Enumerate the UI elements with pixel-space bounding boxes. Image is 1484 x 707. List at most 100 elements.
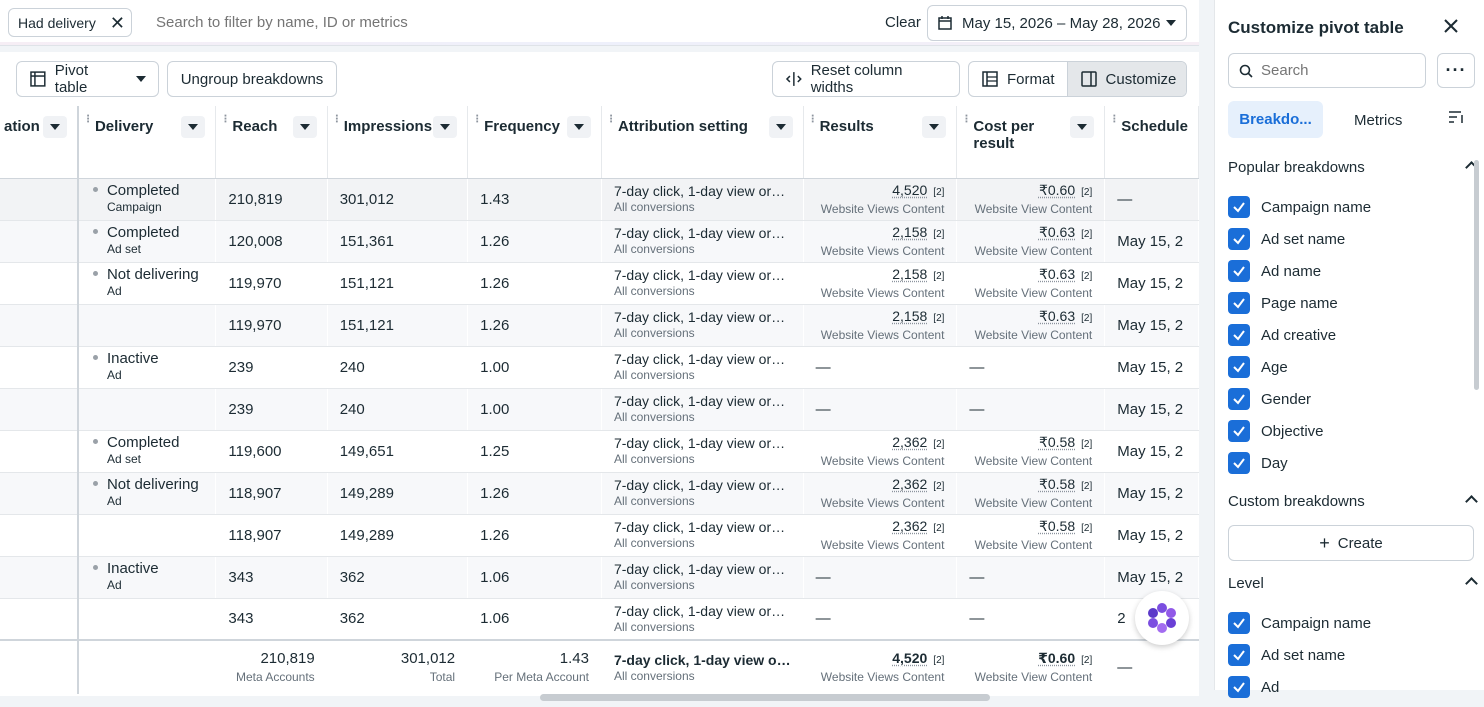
checkbox-checked-icon[interactable] [1228,420,1250,442]
checkbox-checked-icon[interactable] [1228,676,1250,698]
breakdown-checkbox[interactable]: Ad name [1228,260,1321,282]
close-icon[interactable] [1441,16,1461,36]
drag-handle-icon[interactable]: ⋮ [220,114,231,125]
pivot-table-button[interactable]: Pivot table [16,61,159,97]
customize-button[interactable]: Customize [1066,62,1186,96]
column-header[interactable]: ⋮ Attribution setting [601,106,804,179]
cost-value[interactable]: ₹0.58 [1038,475,1076,492]
column-header[interactable]: ⋮ Impressions [327,106,469,179]
cost-value[interactable]: ₹0.63 [1038,223,1076,240]
tab-metrics[interactable]: Metrics [1354,112,1403,129]
column-header[interactable]: ⋮ Cost per result [956,106,1106,179]
column-menu-button[interactable] [922,116,947,138]
checkbox-checked-icon[interactable] [1228,196,1250,218]
column-header[interactable]: ⋮ Frequency [467,106,602,179]
checkbox-checked-icon[interactable] [1228,260,1250,282]
custom-breakdowns-header[interactable]: Custom breakdowns [1228,493,1478,510]
create-breakdown-button[interactable]: + Create [1228,525,1474,561]
panel-search-box[interactable] [1228,53,1426,88]
table-row[interactable]: 343 362 1.06 7-day click, 1-day view or… All… [0,598,1199,641]
more-options-button[interactable]: ··· [1437,53,1475,88]
drag-handle-icon[interactable]: ⋮ [82,114,93,125]
total-cost[interactable]: ₹0.60 [1038,650,1076,666]
cost-value[interactable]: ₹0.63 [1038,307,1076,324]
checkbox-checked-icon[interactable] [1228,612,1250,634]
results-value[interactable]: 4,520 [892,181,928,198]
column-header[interactable]: ⋮ Results [803,106,958,179]
clear-button[interactable]: Clear [885,14,921,31]
checkbox-checked-icon[interactable] [1228,644,1250,666]
filter-chip[interactable]: Had delivery ✕ [8,8,132,37]
breakdown-checkbox[interactable]: Day [1228,452,1288,474]
breakdown-checkbox[interactable]: Campaign name [1228,196,1371,218]
column-header[interactable]: ⋮ Reach [215,106,328,179]
column-header[interactable]: ation [0,106,79,179]
checkbox-checked-icon[interactable] [1228,388,1250,410]
filter-search-input[interactable] [156,14,756,31]
breakdown-checkbox[interactable]: Ad set name [1228,644,1345,666]
cost-value[interactable]: ₹0.63 [1038,265,1076,282]
breakdown-checkbox[interactable]: Ad set name [1228,228,1345,250]
tab-breakdowns[interactable]: Breakdo... [1228,101,1323,138]
panel-scrollbar[interactable] [1474,160,1479,390]
checkbox-checked-icon[interactable] [1228,324,1250,346]
drag-handle-icon[interactable]: ⋮ [961,114,972,125]
ungroup-breakdowns-button[interactable]: Ungroup breakdowns [167,61,337,97]
table-row[interactable]: Not delivering Ad 118,907 149,289 1.26 7-day … [0,472,1199,515]
table-row[interactable]: 239 240 1.00 7-day click, 1-day view or… All… [0,388,1199,431]
checkbox-checked-icon[interactable] [1228,292,1250,314]
table-row[interactable]: Inactive Ad 343 362 1.06 7-day click, 1-day v… [0,556,1199,599]
column-header[interactable]: ⋮ Delivery [77,106,217,179]
table-row[interactable]: 118,907 149,289 1.26 7-day click, 1-day vie… [0,514,1199,557]
column-menu-button[interactable] [433,116,458,138]
breakdown-checkbox[interactable]: Ad creative [1228,324,1336,346]
reset-column-widths-button[interactable]: Reset column widths [772,61,960,97]
assistant-button[interactable] [1135,591,1189,645]
total-results[interactable]: 4,520 [892,650,928,666]
breakdown-checkbox[interactable]: Page name [1228,292,1338,314]
drag-handle-icon[interactable]: ⋮ [331,114,342,125]
column-menu-button[interactable] [42,116,67,138]
popular-breakdowns-header[interactable]: Popular breakdowns [1228,159,1478,176]
table-row[interactable]: Completed Ad set 119,600 149,651 1.25 7-day c… [0,430,1199,473]
breakdown-checkbox[interactable]: Ad [1228,676,1279,698]
checkbox-checked-icon[interactable] [1228,228,1250,250]
cost-value[interactable]: ₹0.60 [1038,181,1076,198]
column-menu-button[interactable] [1070,116,1095,138]
checkbox-checked-icon[interactable] [1228,356,1250,378]
checkbox-checked-icon[interactable] [1228,452,1250,474]
table-row[interactable]: Inactive Ad 239 240 1.00 7-day click, 1-day v… [0,346,1199,389]
breakdown-checkbox[interactable]: Age [1228,356,1288,378]
column-menu-button[interactable] [181,116,206,138]
cost-value[interactable]: ₹0.58 [1038,433,1076,450]
column-menu-button[interactable] [768,116,793,138]
cost-value[interactable]: ₹0.58 [1038,517,1076,534]
drag-handle-icon[interactable]: ⋮ [807,114,818,125]
results-value[interactable]: 2,158 [892,307,928,324]
date-range-button[interactable]: May 15, 2026 – May 28, 2026 [927,5,1187,41]
table-row[interactable]: Completed Ad set 120,008 151,361 1.26 7-day c… [0,220,1199,263]
breakdown-checkbox[interactable]: Objective [1228,420,1324,442]
breakdown-checkbox[interactable]: Campaign name [1228,612,1371,634]
table-row[interactable]: Not delivering Ad 119,970 151,121 1.26 7-day … [0,262,1199,305]
drag-handle-icon[interactable]: ⋮ [1109,114,1120,125]
results-value[interactable]: 2,362 [892,475,928,492]
results-value[interactable]: 2,158 [892,223,928,240]
column-header[interactable]: ⋮ Schedule [1104,106,1199,179]
table-row[interactable]: Completed Campaign 210,819 301,012 1.43 7-day… [0,178,1199,221]
column-menu-button[interactable] [292,116,317,138]
column-menu-button[interactable] [566,116,591,138]
results-value[interactable]: 2,158 [892,265,928,282]
format-button[interactable]: Format [969,62,1067,96]
drag-handle-icon[interactable]: ⋮ [472,114,483,125]
level-header[interactable]: Level [1228,575,1478,592]
results-value[interactable]: 2,362 [892,517,928,534]
remove-filter-icon[interactable]: ✕ [109,12,125,33]
horizontal-scrollbar[interactable] [540,694,990,701]
breakdown-checkbox[interactable]: Gender [1228,388,1311,410]
table-row[interactable]: 119,970 151,121 1.26 7-day click, 1-day vie… [0,304,1199,347]
sort-icon[interactable] [1447,108,1465,126]
drag-handle-icon[interactable]: ⋮ [605,114,616,125]
panel-search-input[interactable] [1261,62,1411,79]
results-value[interactable]: 2,362 [892,433,928,450]
